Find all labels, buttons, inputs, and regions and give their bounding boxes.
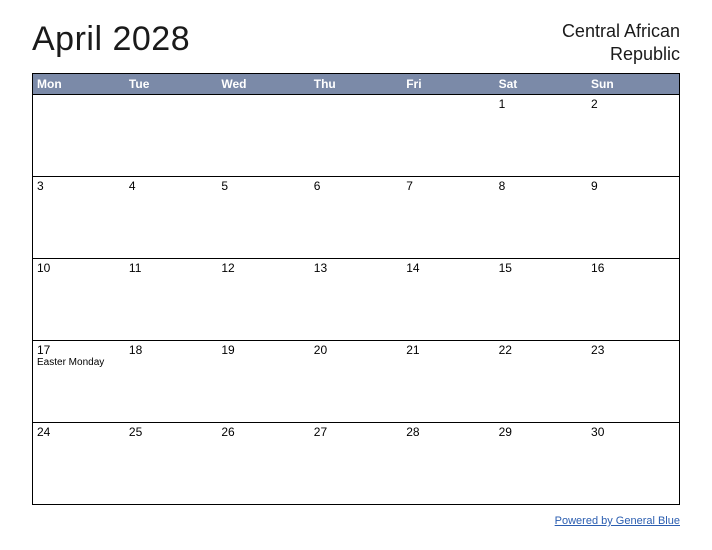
day-number: 20 [314, 343, 398, 357]
day-cell: 1 [495, 95, 587, 177]
day-number: 27 [314, 425, 398, 439]
day-cell: 28 [402, 423, 494, 505]
day-cell: 17Easter Monday [33, 341, 125, 423]
day-cell: 14 [402, 259, 494, 341]
day-cell: 5 [217, 177, 309, 259]
day-number: 10 [37, 261, 121, 275]
day-number: 2 [591, 97, 675, 111]
day-header: Sat [495, 74, 587, 95]
day-cell: 7 [402, 177, 494, 259]
region-line1: Central African [562, 21, 680, 41]
day-number: 18 [129, 343, 213, 357]
day-cell: 30 [587, 423, 679, 505]
day-cell: 27 [310, 423, 402, 505]
powered-by-link[interactable]: Powered by General Blue [555, 515, 680, 527]
day-cell: 18 [125, 341, 217, 423]
footer: Powered by General Blue [32, 511, 680, 529]
day-number: 19 [221, 343, 305, 357]
day-number: 9 [591, 179, 675, 193]
day-cell: 3 [33, 177, 125, 259]
day-number: 7 [406, 179, 490, 193]
day-number: 4 [129, 179, 213, 193]
week-row: 17Easter Monday 18 19 20 21 22 23 [33, 341, 680, 423]
day-cell: 9 [587, 177, 679, 259]
day-number: 13 [314, 261, 398, 275]
day-cell [33, 95, 125, 177]
week-row: 10 11 12 13 14 15 16 [33, 259, 680, 341]
day-cell [217, 95, 309, 177]
day-header: Mon [33, 74, 125, 95]
day-cell: 24 [33, 423, 125, 505]
month-title: April 2028 [32, 20, 190, 59]
day-cell: 4 [125, 177, 217, 259]
calendar-grid: Mon Tue Wed Thu Fri Sat Sun 1 2 3 4 5 6 … [32, 73, 680, 505]
day-number: 24 [37, 425, 121, 439]
day-number: 1 [499, 97, 583, 111]
day-event: Easter Monday [37, 357, 121, 368]
day-number: 8 [499, 179, 583, 193]
day-number: 16 [591, 261, 675, 275]
week-row: 3 4 5 6 7 8 9 [33, 177, 680, 259]
day-number: 11 [129, 261, 213, 275]
day-number: 29 [499, 425, 583, 439]
day-header: Wed [217, 74, 309, 95]
day-cell: 13 [310, 259, 402, 341]
day-cell [125, 95, 217, 177]
day-cell: 16 [587, 259, 679, 341]
day-number: 17 [37, 343, 121, 357]
week-row: 24 25 26 27 28 29 30 [33, 423, 680, 505]
day-cell: 15 [495, 259, 587, 341]
day-cell: 12 [217, 259, 309, 341]
day-cell: 2 [587, 95, 679, 177]
day-cell: 20 [310, 341, 402, 423]
day-cell: 6 [310, 177, 402, 259]
day-header: Tue [125, 74, 217, 95]
day-number: 6 [314, 179, 398, 193]
day-number: 3 [37, 179, 121, 193]
day-header: Thu [310, 74, 402, 95]
day-cell [310, 95, 402, 177]
day-cell: 29 [495, 423, 587, 505]
day-number: 28 [406, 425, 490, 439]
day-cell: 11 [125, 259, 217, 341]
day-cell: 10 [33, 259, 125, 341]
day-number: 23 [591, 343, 675, 357]
week-row: 1 2 [33, 95, 680, 177]
day-number: 25 [129, 425, 213, 439]
day-header: Fri [402, 74, 494, 95]
day-number: 5 [221, 179, 305, 193]
day-cell: 23 [587, 341, 679, 423]
day-number: 21 [406, 343, 490, 357]
day-header-row: Mon Tue Wed Thu Fri Sat Sun [33, 74, 680, 95]
day-cell: 19 [217, 341, 309, 423]
day-number: 14 [406, 261, 490, 275]
day-number: 22 [499, 343, 583, 357]
day-number: 15 [499, 261, 583, 275]
day-number: 12 [221, 261, 305, 275]
region-line2: Republic [610, 44, 680, 64]
calendar-header: April 2028 Central African Republic [32, 20, 680, 65]
day-header: Sun [587, 74, 679, 95]
day-cell: 25 [125, 423, 217, 505]
day-cell: 21 [402, 341, 494, 423]
day-cell: 22 [495, 341, 587, 423]
day-cell [402, 95, 494, 177]
region-name: Central African Republic [562, 20, 680, 65]
day-cell: 8 [495, 177, 587, 259]
day-cell: 26 [217, 423, 309, 505]
day-number: 26 [221, 425, 305, 439]
day-number: 30 [591, 425, 675, 439]
